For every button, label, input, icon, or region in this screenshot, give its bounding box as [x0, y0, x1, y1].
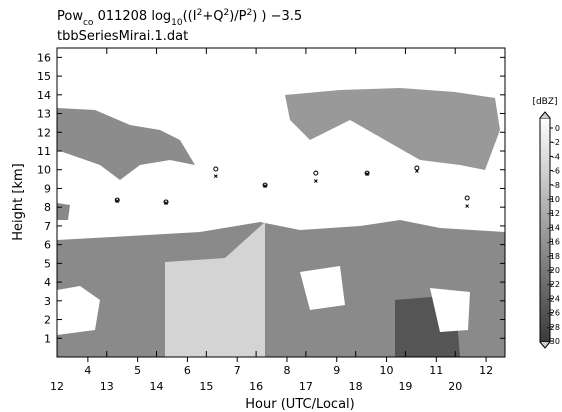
title-part: )/P [229, 9, 246, 24]
y-tick-label: 14 [37, 89, 51, 102]
x-tick-label: 20 [448, 380, 462, 393]
marker-circle [262, 182, 268, 188]
marker-circle [213, 166, 219, 172]
y-tick-label: 12 [37, 126, 51, 139]
colorbar-tick-label: -20 [547, 266, 560, 275]
y-tick-label: 13 [37, 108, 51, 121]
x-tick-label: 13 [100, 380, 114, 393]
x-tick-label: 15 [199, 380, 213, 393]
colorbar-tick-label: 0 [555, 124, 560, 133]
title-part: 2 [223, 8, 229, 18]
colorbar-tick-label: -8 [552, 181, 560, 190]
marker-circle [414, 165, 420, 171]
x-tick-label: 14 [150, 380, 164, 393]
marker-circle [464, 195, 470, 201]
y-tick-label: 4 [44, 276, 51, 289]
marker-x [415, 169, 419, 173]
y-tick-label: 1 [44, 332, 51, 345]
y-tick-label: 16 [37, 51, 51, 64]
y-tick-label: 5 [44, 257, 51, 270]
title-part: co [83, 18, 94, 28]
marker-x [465, 204, 470, 208]
x-tick-label: 19 [398, 380, 412, 393]
marker-circle [313, 170, 319, 176]
x2-tick-label: 11 [429, 364, 443, 377]
y-tick-label: 10 [37, 164, 51, 177]
x2-tick-label: 5 [134, 364, 141, 377]
colorbar-tick-label: -12 [547, 209, 560, 218]
colorbar-tick-label: -2 [552, 138, 560, 147]
colorbar-tick-label: -18 [547, 252, 560, 261]
x-tick-label: 17 [299, 380, 313, 393]
chart-title: Powco 011208 log10((I2+Q2)/P2) ) −3.5 [57, 8, 302, 28]
colorbar-tick-label: -30 [547, 337, 560, 346]
y-tick-label: 3 [44, 295, 51, 308]
y-tick-label: 11 [37, 145, 51, 158]
x-tick-label: 16 [249, 380, 263, 393]
x2-tick-label: 12 [479, 364, 493, 377]
plot-frame [56, 47, 506, 358]
x2-tick-label: 6 [184, 364, 191, 377]
marker-circle [114, 197, 120, 203]
marker-x [263, 184, 267, 188]
title-part: ((I [183, 9, 197, 24]
y-tick-label: 15 [37, 70, 51, 83]
x2-tick-label: 10 [380, 364, 394, 377]
title-part: 2 [246, 8, 252, 18]
colorbar-tick-label: -22 [547, 280, 560, 289]
colorbar-tick-label: -14 [547, 223, 560, 232]
x2-tick-label: 9 [333, 364, 340, 377]
title-part: +Q [202, 9, 223, 24]
x-tick-label: 12 [50, 380, 64, 393]
y-tick-label: 9 [44, 182, 51, 195]
chart-subtitle: tbbSeriesMirai.1.dat [57, 29, 188, 44]
y-tick-label: 7 [44, 220, 51, 233]
marker-x [365, 172, 369, 176]
marker-x [164, 201, 168, 205]
x-tick-label: 18 [349, 380, 363, 393]
title-part: ) ) −3.5 [252, 9, 302, 24]
title-part: 011208 log [93, 9, 171, 24]
colorbar-tick-label: -4 [552, 152, 560, 161]
title-part: Pow [57, 9, 83, 24]
x-axis-label: Hour (UTC/Local) [245, 397, 354, 412]
y-tick-label: 8 [44, 201, 51, 214]
title-part: 10 [171, 18, 183, 28]
y-axis-label: Height [km] [11, 163, 26, 240]
x2-tick-label: 4 [84, 364, 91, 377]
colorbar-tick-label: -10 [547, 195, 560, 204]
y-tick-label: 2 [44, 314, 51, 327]
marker-x [115, 199, 120, 203]
marker-circle [163, 199, 169, 205]
colorbar-tick-label: -6 [552, 167, 560, 176]
colorbar-tick-label: -24 [547, 294, 560, 303]
x2-tick-label: 7 [234, 364, 241, 377]
colorbar-tick-label: -16 [547, 238, 560, 247]
marker-circle [364, 170, 370, 176]
colorbar-tick-label: -26 [547, 309, 560, 318]
colorbar-tick-label: -28 [547, 323, 560, 332]
radar-field [57, 88, 505, 357]
marker-x [313, 179, 318, 183]
y-tick-label: 6 [44, 239, 51, 252]
marker-x [213, 174, 218, 178]
colorbar-ends [539, 111, 551, 349]
x2-tick-label: 8 [283, 364, 290, 377]
title-part: 2 [197, 8, 203, 18]
colorbar-label: [dBZ] [532, 97, 557, 107]
